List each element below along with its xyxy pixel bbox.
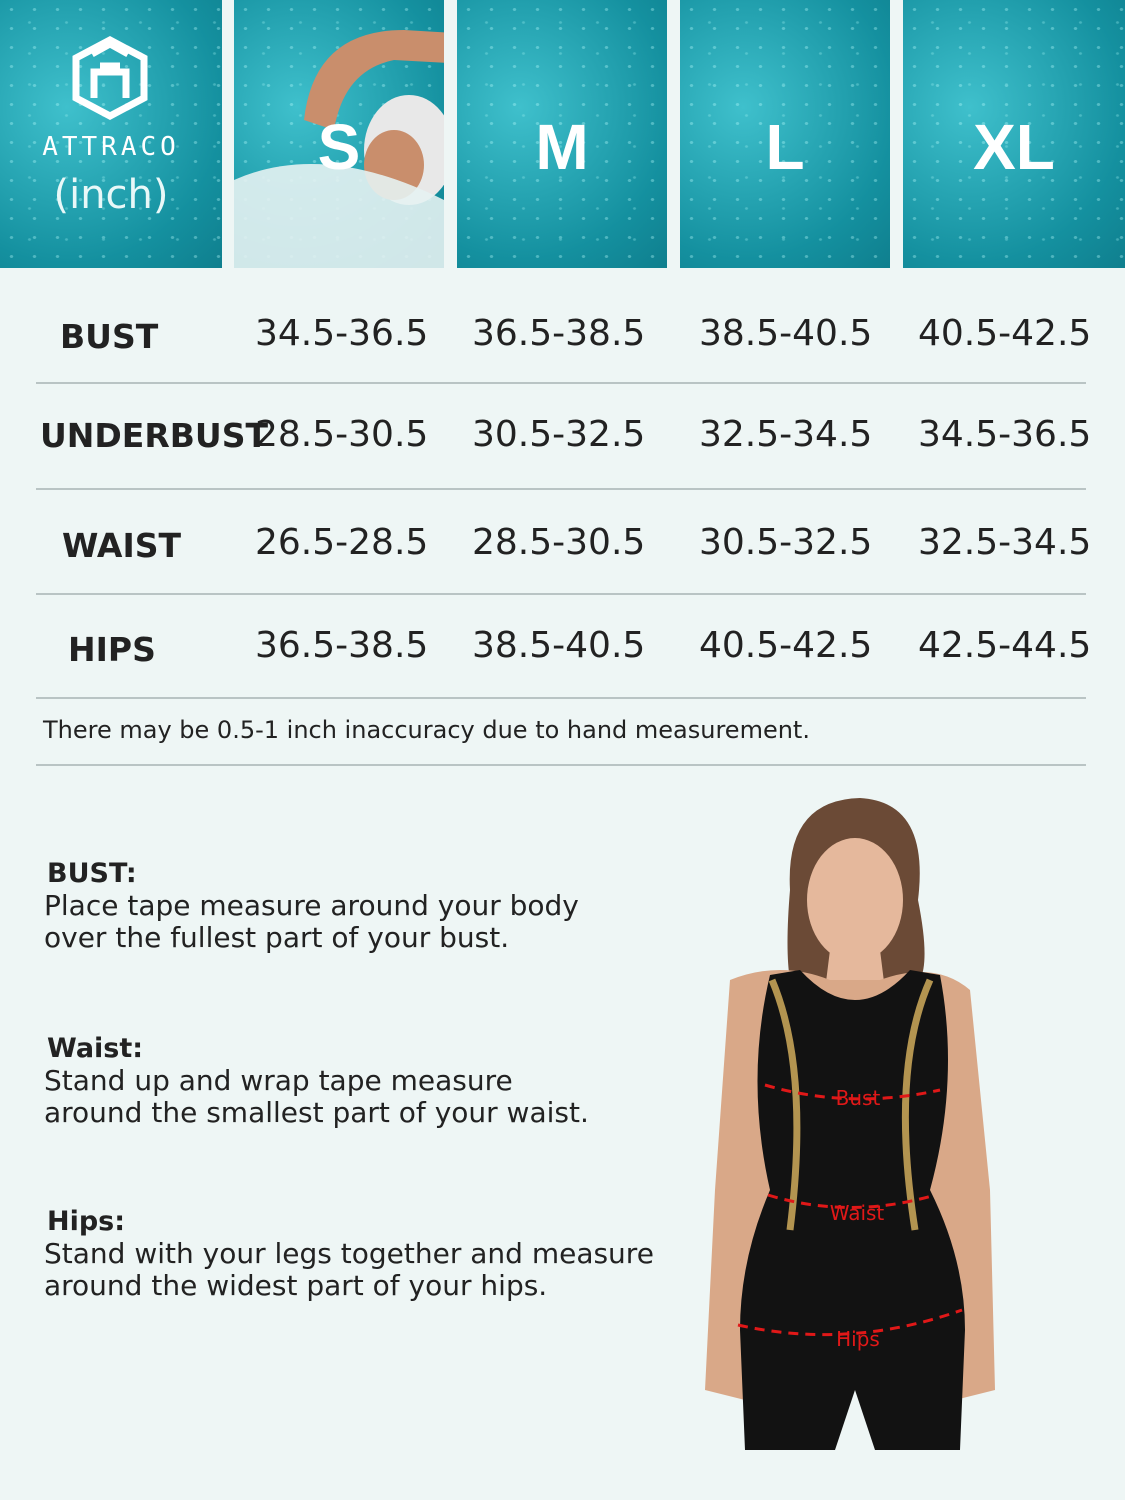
guide-text: around the widest part of your hips.	[44, 1269, 548, 1302]
cell: 36.5-38.5	[472, 313, 646, 354]
cell: 38.5-40.5	[472, 625, 646, 666]
waist-marker-label: Waist	[830, 1201, 885, 1225]
cell: 30.5-32.5	[699, 522, 873, 563]
cell: 32.5-34.5	[918, 522, 1092, 563]
row-label: WAIST	[62, 526, 182, 565]
cell: 32.5-34.5	[699, 414, 873, 455]
size-header-s: S	[234, 0, 444, 268]
guide-hips: Hips: Stand with your legs together and …	[44, 1206, 654, 1302]
divider	[36, 488, 1086, 490]
cell: 34.5-36.5	[255, 313, 429, 354]
size-header-m: M	[457, 0, 667, 268]
size-header-xl: XL	[903, 0, 1125, 268]
cell: 42.5-44.5	[918, 625, 1092, 666]
unit-label: (inch)	[53, 172, 169, 218]
guide-text: Stand up and wrap tape measure	[44, 1064, 513, 1097]
guide-text: Stand with your legs together and measur…	[44, 1237, 654, 1270]
row-label: BUST	[60, 317, 159, 356]
guide-text: around the smallest part of your waist.	[44, 1096, 589, 1129]
cell: 28.5-30.5	[255, 414, 429, 455]
size-label: L	[765, 111, 805, 183]
brand-panel: ATTRACO (inch)	[0, 0, 222, 268]
guide-title: BUST:	[47, 858, 137, 889]
cell: 34.5-36.5	[918, 414, 1092, 455]
table-row: HIPS 36.5-38.5 38.5-40.5 40.5-42.5 42.5-…	[0, 625, 1125, 675]
model-figure: Bust Waist Hips	[705, 798, 995, 1450]
table-row: UNDERBUST 28.5-30.5 30.5-32.5 32.5-34.5 …	[0, 414, 1125, 464]
cell: 40.5-42.5	[699, 625, 873, 666]
cell: 38.5-40.5	[699, 313, 873, 354]
guide-title: Waist:	[47, 1033, 144, 1064]
cell: 30.5-32.5	[472, 414, 646, 455]
row-label: UNDERBUST	[40, 416, 268, 455]
divider	[36, 382, 1086, 384]
cell: 26.5-28.5	[255, 522, 429, 563]
size-label: M	[535, 111, 589, 183]
cell: 36.5-38.5	[255, 625, 429, 666]
size-label: S	[317, 111, 361, 183]
guide-title: Hips:	[47, 1206, 126, 1237]
face	[807, 838, 903, 962]
guide-bust: BUST: Place tape measure around your bod…	[44, 858, 579, 954]
size-header-l: L	[680, 0, 890, 268]
guide-text: Place tape measure around your body	[44, 889, 579, 922]
swimmer-photo	[234, 30, 444, 268]
guide-text: over the fullest part of your bust.	[44, 921, 510, 954]
hips-marker-label: Hips	[836, 1327, 880, 1351]
row-label: HIPS	[68, 630, 156, 669]
brand-logo-icon	[72, 36, 148, 120]
guide-waist: Waist: Stand up and wrap tape measure ar…	[44, 1033, 589, 1129]
table-row: WAIST 26.5-28.5 28.5-30.5 30.5-32.5 32.5…	[0, 522, 1125, 572]
accuracy-note: There may be 0.5-1 inch inaccuracy due t…	[43, 716, 810, 744]
size-label: XL	[973, 111, 1055, 183]
bust-marker-label: Bust	[836, 1086, 881, 1110]
divider	[36, 593, 1086, 595]
divider	[36, 697, 1086, 699]
brand-name: ATTRACO	[42, 132, 180, 162]
cell: 28.5-30.5	[472, 522, 646, 563]
table-row: BUST 34.5-36.5 36.5-38.5 38.5-40.5 40.5-…	[0, 313, 1125, 363]
cell: 40.5-42.5	[918, 313, 1092, 354]
divider	[36, 764, 1086, 766]
